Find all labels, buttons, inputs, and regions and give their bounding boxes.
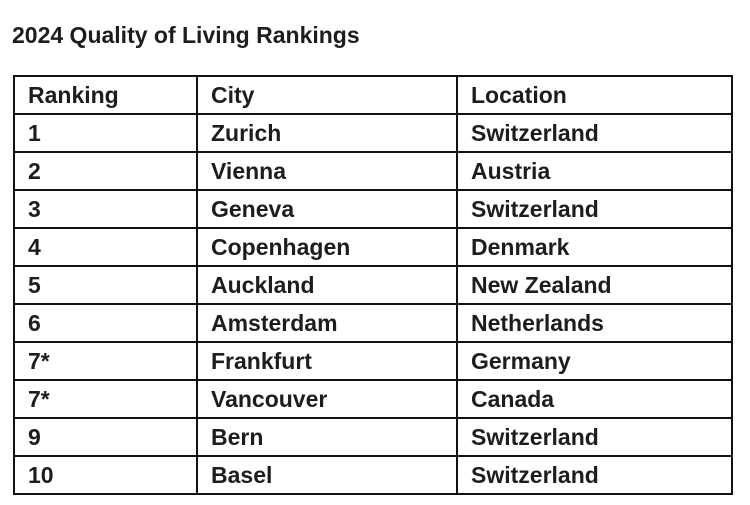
cell-ranking: 6 bbox=[13, 303, 198, 343]
header-cell-city: City bbox=[196, 75, 458, 115]
cell-location: Canada bbox=[456, 379, 733, 419]
table-row: 4 Copenhagen Denmark bbox=[13, 227, 733, 267]
cell-city: Geneva bbox=[196, 189, 458, 229]
cell-city: Basel bbox=[196, 455, 458, 495]
cell-city: Auckland bbox=[196, 265, 458, 305]
table-row: 7* Vancouver Canada bbox=[13, 379, 733, 419]
table-row: 2 Vienna Austria bbox=[13, 151, 733, 191]
cell-ranking: 9 bbox=[13, 417, 198, 457]
cell-ranking: 4 bbox=[13, 227, 198, 267]
table-row: 5 Auckland New Zealand bbox=[13, 265, 733, 305]
cell-location: Switzerland bbox=[456, 113, 733, 153]
header-cell-location: Location bbox=[456, 75, 733, 115]
rankings-table: Ranking City Location 1 Zurich Switzerla… bbox=[13, 75, 733, 495]
cell-location: Germany bbox=[456, 341, 733, 381]
cell-location: New Zealand bbox=[456, 265, 733, 305]
cell-location: Austria bbox=[456, 151, 733, 191]
cell-city: Amsterdam bbox=[196, 303, 458, 343]
table-row: 7* Frankfurt Germany bbox=[13, 341, 733, 381]
table-row: 9 Bern Switzerland bbox=[13, 417, 733, 457]
cell-ranking: 7* bbox=[13, 341, 198, 381]
cell-city: Vancouver bbox=[196, 379, 458, 419]
cell-location: Denmark bbox=[456, 227, 733, 267]
cell-location: Switzerland bbox=[456, 417, 733, 457]
cell-ranking: 10 bbox=[13, 455, 198, 495]
header-cell-ranking: Ranking bbox=[13, 75, 198, 115]
cell-city: Frankfurt bbox=[196, 341, 458, 381]
table-row: 3 Geneva Switzerland bbox=[13, 189, 733, 229]
cell-ranking: 3 bbox=[13, 189, 198, 229]
cell-location: Switzerland bbox=[456, 455, 733, 495]
page-title: 2024 Quality of Living Rankings bbox=[12, 22, 360, 49]
table-row: 6 Amsterdam Netherlands bbox=[13, 303, 733, 343]
cell-location: Switzerland bbox=[456, 189, 733, 229]
table-row: 10 Basel Switzerland bbox=[13, 455, 733, 495]
cell-ranking: 7* bbox=[13, 379, 198, 419]
cell-city: Vienna bbox=[196, 151, 458, 191]
cell-ranking: 2 bbox=[13, 151, 198, 191]
table-header-row: Ranking City Location bbox=[13, 75, 733, 115]
cell-ranking: 1 bbox=[13, 113, 198, 153]
cell-location: Netherlands bbox=[456, 303, 733, 343]
cell-city: Zurich bbox=[196, 113, 458, 153]
table-row: 1 Zurich Switzerland bbox=[13, 113, 733, 153]
cell-city: Copenhagen bbox=[196, 227, 458, 267]
cell-ranking: 5 bbox=[13, 265, 198, 305]
cell-city: Bern bbox=[196, 417, 458, 457]
